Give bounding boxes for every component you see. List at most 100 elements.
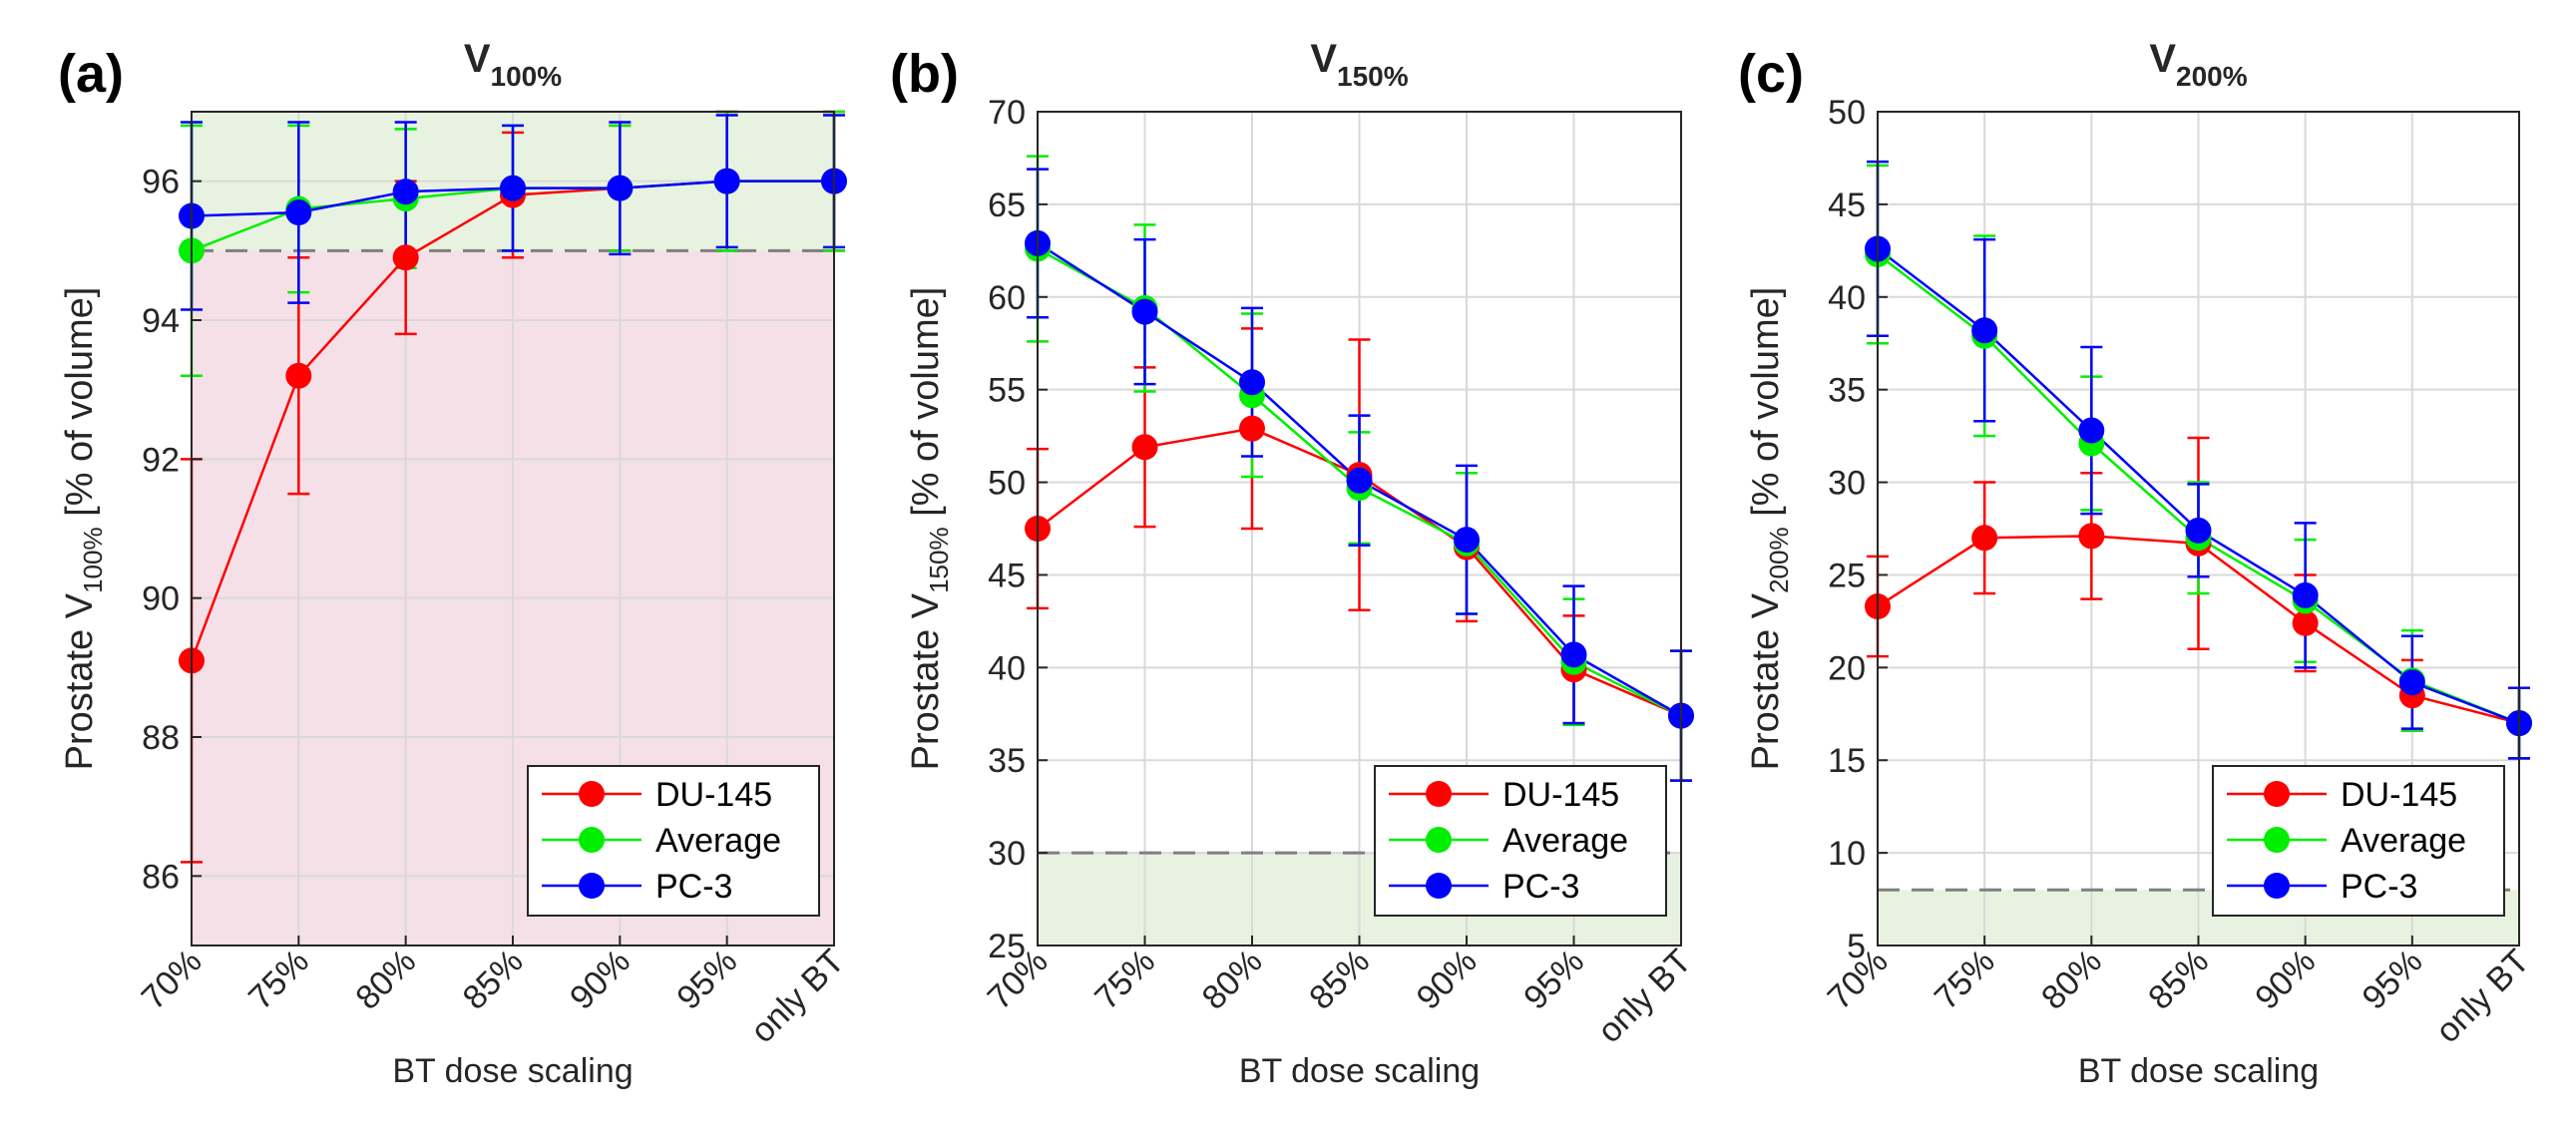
x-tick-label: only BT: [1590, 943, 1698, 1050]
chart-title: V100%: [464, 37, 562, 92]
legend-label: DU-145: [1503, 776, 1619, 814]
y-tick-label: 45: [1828, 187, 1866, 224]
chart-title-main: V: [1310, 37, 1337, 81]
legend-label: Average: [2341, 822, 2466, 860]
y-axis-label: Prostate V100% [% of volume]: [59, 287, 108, 771]
data-point-pc-3: [2398, 669, 2425, 696]
y-tick-label: 40: [988, 649, 1026, 687]
x-tick-label: only BT: [2428, 943, 2536, 1050]
data-point-pc-3: [500, 175, 526, 201]
chart-title-subscript: 200%: [2176, 61, 2248, 92]
legend-marker: [2264, 781, 2290, 807]
y-axis-label-suffix: [% of volume]: [1745, 287, 1787, 528]
x-tick-label: 70%: [1821, 943, 1896, 1017]
x-tick-label: 95%: [669, 943, 744, 1017]
x-tick-label: 85%: [2141, 943, 2216, 1017]
x-axis-label: BT dose scaling: [392, 1052, 633, 1090]
legend-marker: [2264, 873, 2290, 899]
x-tick-label: 75%: [241, 943, 316, 1017]
panel-label: (a): [58, 44, 124, 104]
legend-marker: [579, 781, 605, 807]
data-point-pc-3: [2292, 581, 2319, 608]
x-tick-label: 90%: [2248, 943, 2323, 1017]
y-axis-label: Prostate V200% [% of volume]: [1745, 287, 1794, 771]
panel-c: 5 10 15 20 25 30 35 40 45 50 70% 75% 80% 85% 90% 95%onl…: [1738, 37, 2537, 1090]
y-axis-label-prefix: Prostate V: [1745, 592, 1787, 770]
x-tick-label: 80%: [1195, 943, 1270, 1017]
y-tick-label: 20: [1828, 649, 1866, 687]
y-tick-label: 94: [142, 302, 180, 340]
y-tick-label: 70: [988, 94, 1026, 132]
legend-marker: [579, 873, 605, 899]
x-axis-label: BT dose scaling: [1239, 1052, 1480, 1090]
chart-title: V150%: [1310, 37, 1408, 92]
x-tick-label: 85%: [456, 943, 531, 1017]
panel-label: (c): [1738, 44, 1804, 104]
x-axis-label: BT dose scaling: [2078, 1052, 2319, 1090]
y-tick-label: 50: [1828, 94, 1866, 132]
y-tick-label: 92: [142, 441, 180, 479]
y-axis-label-prefix: Prostate V: [905, 592, 947, 770]
data-point-pc-3: [1560, 641, 1587, 668]
x-tick-label: 90%: [563, 943, 638, 1017]
y-tick-label: 15: [1828, 742, 1866, 780]
data-point-pc-3: [713, 168, 740, 194]
data-point-pc-3: [1346, 467, 1373, 494]
y-tick-label: 90: [142, 580, 180, 618]
y-axis-label: Prostate V150% [% of volume]: [905, 287, 954, 771]
legend-label: PC-3: [1503, 868, 1579, 906]
data-point-pc-3: [1454, 527, 1480, 554]
data-point-du-145: [2078, 523, 2105, 550]
data-point-du-145: [1239, 415, 1265, 442]
y-axis-label-suffix: [% of volume]: [905, 287, 947, 528]
data-point-pc-3: [607, 175, 634, 201]
y-tick-label: 35: [1828, 372, 1866, 410]
chart-title-subscript: 100%: [491, 61, 563, 92]
panel-label: (b): [890, 44, 959, 104]
legend-marker: [1426, 781, 1452, 807]
y-tick-label: 25: [988, 928, 1026, 965]
legend-marker: [579, 827, 605, 853]
data-point-pc-3: [1131, 298, 1158, 325]
y-tick-label: 40: [1828, 279, 1866, 317]
x-tick-label: 75%: [1087, 943, 1162, 1017]
data-point-du-145: [285, 362, 312, 389]
data-point-du-145: [1971, 525, 1998, 552]
legend-marker: [2264, 827, 2290, 853]
chart-title: V200%: [2149, 37, 2247, 92]
y-axis-label-suffix: [% of volume]: [59, 287, 101, 528]
y-tick-label: 10: [1828, 835, 1866, 873]
data-point-pc-3: [1971, 317, 1998, 344]
x-tick-label: 80%: [348, 943, 423, 1017]
legend-label: Average: [655, 822, 781, 860]
y-tick-label: 5: [1847, 928, 1866, 965]
y-tick-label: 65: [988, 187, 1026, 224]
y-tick-label: 25: [1828, 557, 1866, 594]
legend-label: PC-3: [655, 868, 732, 906]
y-tick-label: 35: [988, 742, 1026, 780]
x-tick-label: 75%: [1928, 943, 2002, 1017]
y-axis-label-subscript: 100%: [78, 527, 108, 593]
y-tick-label: 50: [988, 465, 1026, 503]
legend-label: DU-145: [655, 776, 772, 814]
y-tick-label: 88: [142, 719, 180, 757]
x-tick-label: 70%: [135, 943, 210, 1017]
legend-label: PC-3: [2341, 868, 2417, 906]
y-axis-label-subscript: 150%: [924, 527, 954, 593]
data-point-du-145: [1131, 434, 1158, 461]
y-tick-label: 30: [1828, 465, 1866, 503]
y-tick-label: 96: [142, 164, 180, 201]
y-tick-label: 30: [988, 835, 1026, 873]
x-tick-label: 95%: [2355, 943, 2429, 1017]
legend-label: Average: [1503, 822, 1628, 860]
panel-a: 86 88 90 92 94 96 70% 75% 80% 85% 90% 95%only BT BT …: [58, 37, 852, 1090]
y-axis-label-prefix: Prostate V: [59, 592, 101, 770]
x-tick-label: 80%: [2034, 943, 2109, 1017]
chart-title-subscript: 150%: [1337, 61, 1409, 92]
x-tick-label: 85%: [1302, 943, 1377, 1017]
chart-title-main: V: [464, 37, 491, 81]
data-point-du-145: [392, 244, 419, 271]
y-axis-label-subscript: 200%: [1764, 527, 1794, 593]
y-tick-label: 55: [988, 372, 1026, 410]
chart-title-main: V: [2149, 37, 2176, 81]
